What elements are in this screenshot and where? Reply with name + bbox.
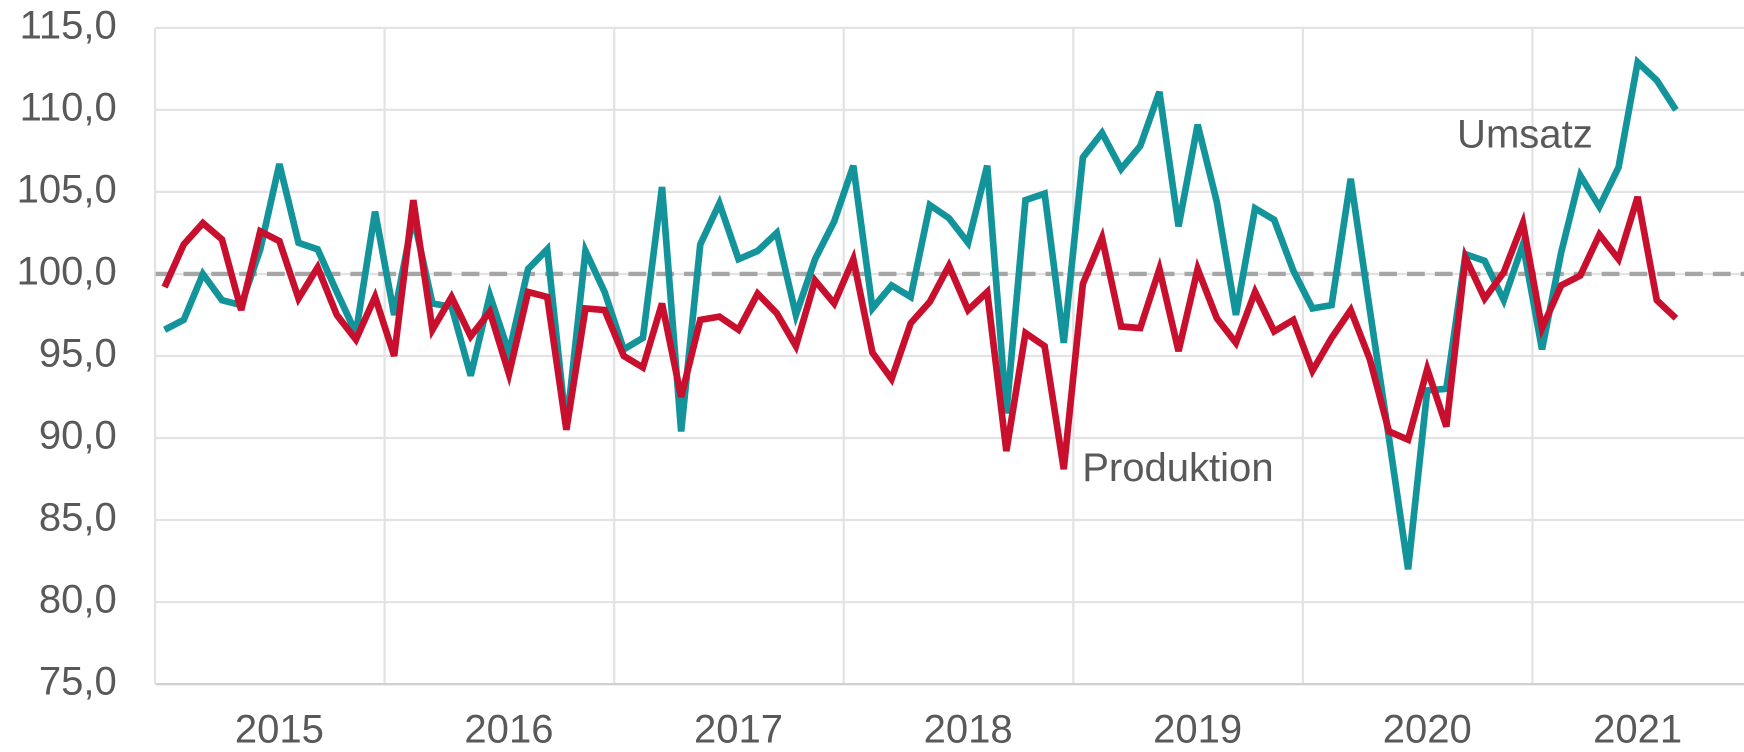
x-tick-label: 2021 (1593, 707, 1682, 751)
series-label: Produktion (1082, 446, 1273, 490)
y-tick-label: 100,0 (17, 250, 117, 294)
y-tick-label: 95,0 (39, 332, 117, 376)
series-label: Umsatz (1457, 112, 1593, 156)
series-line (161, 195, 1679, 470)
x-tick-label: 2019 (1153, 707, 1242, 751)
y-tick-label: 80,0 (39, 578, 117, 622)
x-tick-label: 2015 (235, 707, 324, 751)
x-tick-label: 2017 (694, 707, 783, 751)
y-tick-label: 105,0 (17, 168, 117, 212)
x-tick-label: 2020 (1383, 707, 1472, 751)
y-tick-label: 110,0 (20, 85, 117, 129)
y-tick-label: 90,0 (39, 414, 117, 458)
x-tick-label: 2018 (924, 707, 1013, 751)
x-tick-label: 2016 (464, 707, 553, 751)
y-tick-label: 85,0 (39, 496, 117, 540)
y-tick-label: 115,0 (20, 3, 117, 47)
y-tick-label: 75,0 (39, 660, 117, 704)
